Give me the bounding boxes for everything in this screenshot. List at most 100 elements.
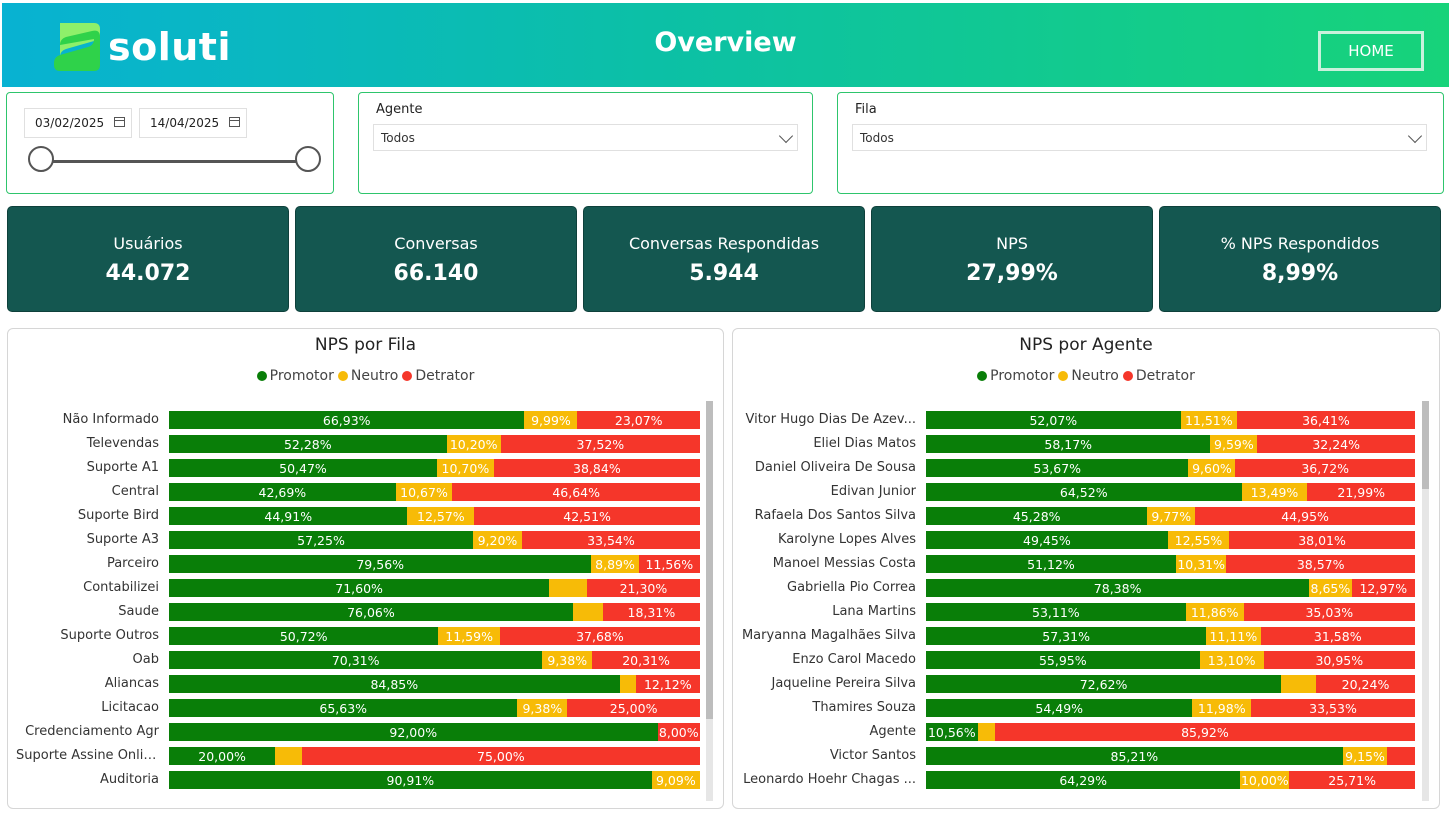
- neutro-segment[interactable]: [572, 603, 603, 621]
- detrator-segment[interactable]: 21,30%: [586, 579, 700, 597]
- promotor-segment[interactable]: 51,12%: [926, 555, 1176, 573]
- detrator-segment[interactable]: 20,24%: [1316, 675, 1415, 693]
- chart-row[interactable]: Suporte A3 57,25% 9,20% 33,54%: [8, 531, 723, 549]
- chart-row[interactable]: Não Informado 66,93% 9,99% 23,07%: [8, 411, 723, 429]
- promotor-segment[interactable]: 85,21%: [926, 747, 1343, 765]
- neutro-segment[interactable]: 12,57%: [407, 507, 475, 525]
- promotor-segment[interactable]: 90,91%: [169, 771, 652, 789]
- chart-row[interactable]: Karolyne Lopes Alves 49,45% 12,55% 38,01%: [733, 531, 1439, 549]
- stacked-bar[interactable]: 57,31% 11,11% 31,58%: [926, 627, 1415, 645]
- scrollbar-thumb[interactable]: [1422, 401, 1429, 489]
- detrator-segment[interactable]: 25,00%: [567, 699, 700, 717]
- stacked-bar[interactable]: 53,67% 9,60% 36,72%: [926, 459, 1415, 477]
- neutro-segment[interactable]: 11,86%: [1185, 603, 1244, 621]
- chart-row[interactable]: Gabriella Pio Correa 78,38% 8,65% 12,97%: [733, 579, 1439, 597]
- stacked-bar[interactable]: 64,52% 13,49% 21,99%: [926, 483, 1415, 501]
- neutro-segment[interactable]: 10,00%: [1240, 771, 1290, 789]
- chart-row[interactable]: Suporte A1 50,47% 10,70% 38,84%: [8, 459, 723, 477]
- promotor-segment[interactable]: 57,25%: [169, 531, 474, 549]
- legend-promotor[interactable]: Promotor: [256, 368, 334, 384]
- promotor-segment[interactable]: 52,28%: [169, 435, 447, 453]
- neutro-segment[interactable]: 9,20%: [473, 531, 522, 549]
- chart-row[interactable]: Auditoria 90,91% 9,09%: [8, 771, 723, 789]
- stacked-bar[interactable]: 55,95% 13,10% 30,95%: [926, 651, 1415, 669]
- promotor-segment[interactable]: 70,31%: [169, 651, 543, 669]
- promotor-segment[interactable]: 53,11%: [926, 603, 1186, 621]
- promotor-segment[interactable]: 50,47%: [169, 459, 437, 477]
- stacked-bar[interactable]: 92,00% 8,00%: [169, 723, 700, 741]
- detrator-segment[interactable]: 38,84%: [493, 459, 700, 477]
- promotor-segment[interactable]: 64,52%: [926, 483, 1242, 501]
- promotor-segment[interactable]: 65,63%: [169, 699, 518, 717]
- detrator-segment[interactable]: 42,51%: [474, 507, 700, 525]
- promotor-segment[interactable]: 42,69%: [169, 483, 396, 501]
- chart-row[interactable]: Lana Martins 53,11% 11,86% 35,03%: [733, 603, 1439, 621]
- promotor-segment[interactable]: 10,56%: [926, 723, 978, 741]
- promotor-segment[interactable]: 71,60%: [169, 579, 550, 597]
- chart-row[interactable]: Eliel Dias Matos 58,17% 9,59% 32,24%: [733, 435, 1439, 453]
- chart-row[interactable]: Parceiro 79,56% 8,89% 11,56%: [8, 555, 723, 573]
- legend-neutro[interactable]: Neutro: [1058, 368, 1119, 384]
- stacked-bar[interactable]: 57,25% 9,20% 33,54%: [169, 531, 700, 549]
- detrator-segment[interactable]: 12,97%: [1351, 579, 1415, 597]
- promotor-segment[interactable]: 45,28%: [926, 507, 1148, 525]
- chevron-down-icon[interactable]: [778, 128, 794, 144]
- neutro-segment[interactable]: 11,59%: [438, 627, 500, 645]
- chart-row[interactable]: Enzo Carol Macedo 55,95% 13,10% 30,95%: [733, 651, 1439, 669]
- date-slider-end-handle[interactable]: [295, 146, 321, 172]
- neutro-segment[interactable]: [619, 675, 636, 693]
- detrator-segment[interactable]: 37,68%: [499, 627, 700, 645]
- chart-row[interactable]: Contabilizei 71,60% 21,30%: [8, 579, 723, 597]
- detrator-segment[interactable]: 36,41%: [1236, 411, 1415, 429]
- chart-row[interactable]: Suporte Bird 44,91% 12,57% 42,51%: [8, 507, 723, 525]
- scrollbar-thumb[interactable]: [706, 401, 713, 719]
- promotor-segment[interactable]: 55,95%: [926, 651, 1200, 669]
- stacked-bar[interactable]: 42,69% 10,67% 46,64%: [169, 483, 700, 501]
- neutro-segment[interactable]: 8,89%: [591, 555, 639, 573]
- stacked-bar[interactable]: 72,62% 20,24%: [926, 675, 1415, 693]
- chart-row[interactable]: Manoel Messias Costa 51,12% 10,31% 38,57%: [733, 555, 1439, 573]
- detrator-segment[interactable]: 31,58%: [1260, 627, 1415, 645]
- agent-dropdown[interactable]: Todos: [373, 124, 798, 151]
- queue-dropdown[interactable]: Todos: [852, 124, 1427, 151]
- stacked-bar[interactable]: 71,60% 21,30%: [169, 579, 700, 597]
- promotor-segment[interactable]: 54,49%: [926, 699, 1193, 717]
- stacked-bar[interactable]: 50,47% 10,70% 38,84%: [169, 459, 700, 477]
- promotor-segment[interactable]: 44,91%: [169, 507, 408, 525]
- chart-row[interactable]: Suporte Assine Online 20,00% 75,00%: [8, 747, 723, 765]
- chart-row[interactable]: Victor Santos 85,21% 9,15%: [733, 747, 1439, 765]
- stacked-bar[interactable]: 58,17% 9,59% 32,24%: [926, 435, 1415, 453]
- stacked-bar[interactable]: 76,06% 18,31%: [169, 603, 700, 621]
- neutro-segment[interactable]: [549, 579, 587, 597]
- neutro-segment[interactable]: 13,49%: [1241, 483, 1308, 501]
- chart-row[interactable]: Thamires Souza 54,49% 11,98% 33,53%: [733, 699, 1439, 717]
- chevron-down-icon[interactable]: [1407, 128, 1423, 144]
- stacked-bar[interactable]: 53,11% 11,86% 35,03%: [926, 603, 1415, 621]
- stacked-bar[interactable]: 79,56% 8,89% 11,56%: [169, 555, 700, 573]
- neutro-segment[interactable]: [275, 747, 302, 765]
- stacked-bar[interactable]: 10,56% 85,92%: [926, 723, 1415, 741]
- chart-row[interactable]: Televendas 52,28% 10,20% 37,52%: [8, 435, 723, 453]
- chart-row[interactable]: Oab 70,31% 9,38% 20,31%: [8, 651, 723, 669]
- neutro-segment[interactable]: 10,31%: [1175, 555, 1227, 573]
- neutro-segment[interactable]: 9,09%: [651, 771, 700, 789]
- stacked-bar[interactable]: 50,72% 11,59% 37,68%: [169, 627, 700, 645]
- calendar-icon[interactable]: [114, 117, 125, 127]
- neutro-segment[interactable]: 13,10%: [1199, 651, 1264, 669]
- detrator-segment[interactable]: 25,71%: [1289, 771, 1415, 789]
- detrator-segment[interactable]: 35,03%: [1243, 603, 1415, 621]
- stacked-bar[interactable]: 49,45% 12,55% 38,01%: [926, 531, 1415, 549]
- chart-row[interactable]: Aliancas 84,85% 12,12%: [8, 675, 723, 693]
- neutro-segment[interactable]: 9,77%: [1147, 507, 1196, 525]
- promotor-segment[interactable]: 52,07%: [926, 411, 1181, 429]
- legend-detrator[interactable]: Detrator: [1122, 368, 1195, 384]
- date-slider-start-handle[interactable]: [28, 146, 54, 172]
- neutro-segment[interactable]: 9,38%: [542, 651, 593, 669]
- stacked-bar[interactable]: 84,85% 12,12%: [169, 675, 700, 693]
- detrator-segment[interactable]: 20,31%: [592, 651, 700, 669]
- legend-promotor[interactable]: Promotor: [977, 368, 1054, 384]
- detrator-segment[interactable]: 38,57%: [1226, 555, 1415, 573]
- neutro-segment[interactable]: 9,38%: [517, 699, 568, 717]
- date-slider-track[interactable]: [47, 160, 315, 163]
- promotor-segment[interactable]: 66,93%: [169, 411, 525, 429]
